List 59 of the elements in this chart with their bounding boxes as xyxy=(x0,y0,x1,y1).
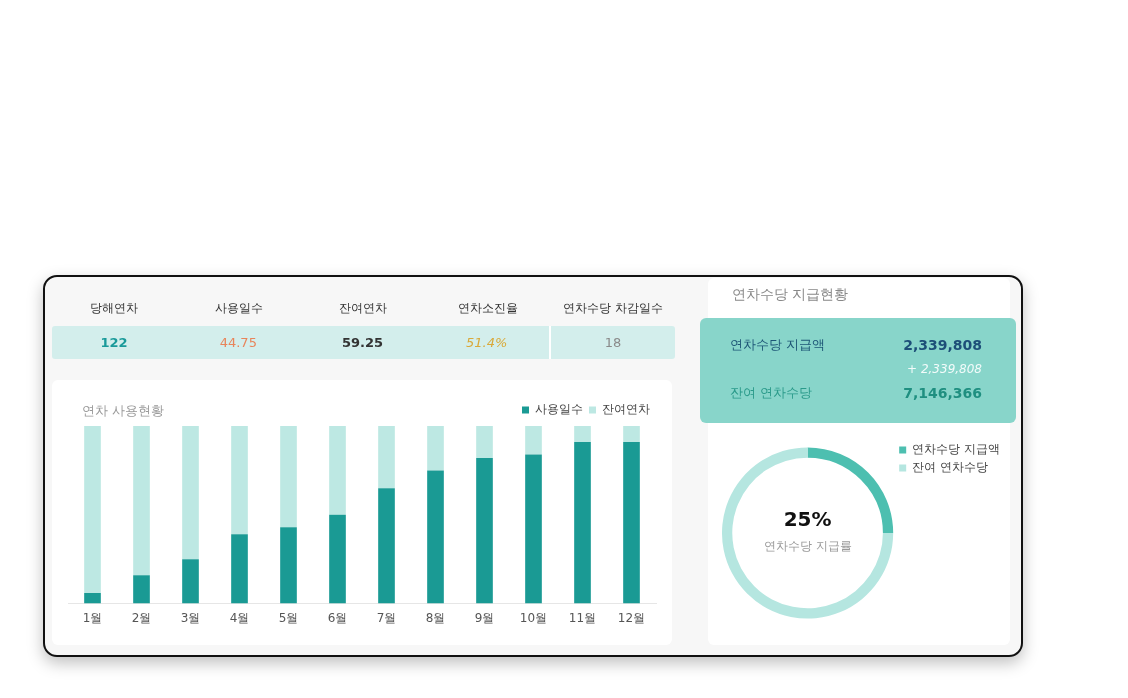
text: 122 xyxy=(100,335,128,350)
bar xyxy=(231,534,248,604)
text: 44.75 xyxy=(219,335,257,350)
category-label: 연차소진율 xyxy=(457,299,520,317)
legend-label: 연차수당 지급액 xyxy=(912,442,1001,457)
category-label: 사용일수 xyxy=(213,299,264,317)
text: + 2,339,808 xyxy=(907,362,982,376)
text: 2,339,808 xyxy=(903,337,982,353)
text: 18 xyxy=(604,335,622,350)
text: 59.25 xyxy=(341,335,384,350)
text: 25% xyxy=(783,507,832,532)
bar xyxy=(574,441,591,604)
bar xyxy=(231,426,248,535)
bar xyxy=(182,426,199,560)
legend-label: 잔여 연차수당 xyxy=(912,460,989,475)
bar xyxy=(574,426,591,442)
text: 연차수당 지급현황 xyxy=(732,286,849,304)
text: 51.4% xyxy=(466,335,508,350)
bar xyxy=(329,514,346,604)
bar xyxy=(476,426,493,458)
bar xyxy=(84,426,101,593)
bar xyxy=(84,592,101,604)
bar xyxy=(623,441,640,604)
bar xyxy=(525,426,542,455)
text: 7,146,366 xyxy=(903,385,982,401)
x-tick-label: 11월 xyxy=(568,610,597,625)
x-tick-label: 3월 xyxy=(180,610,201,625)
bar xyxy=(133,426,150,576)
bar xyxy=(378,488,395,604)
x-tick-label: 10월 xyxy=(519,610,548,625)
category-label: 당해연차 xyxy=(89,299,140,317)
category-label: 연차수당 지급액 xyxy=(730,336,826,354)
legend-label: 사용일수 xyxy=(535,402,583,417)
x-tick-label: 4월 xyxy=(229,610,250,625)
bar xyxy=(525,454,542,604)
bar xyxy=(427,426,444,471)
x-tick-label: 12월 xyxy=(617,610,646,625)
bar xyxy=(378,426,395,489)
x-tick-label: 1월 xyxy=(82,610,103,625)
x-tick-label: 7월 xyxy=(376,610,397,625)
category-label: 잔여연차 xyxy=(338,299,389,317)
text: 연차수당 지급률 xyxy=(763,539,852,554)
chart-title: 연차 사용현황 xyxy=(82,402,165,420)
bar xyxy=(133,575,150,604)
x-tick-label: 5월 xyxy=(278,610,299,625)
bar xyxy=(182,559,199,604)
bar xyxy=(280,527,297,604)
category-label: 연차수당 차감일수 xyxy=(561,299,664,317)
x-tick-label: 9월 xyxy=(474,610,495,625)
bar xyxy=(280,426,297,528)
x-tick-label: 8월 xyxy=(425,610,446,625)
legend-label: 잔여연차 xyxy=(602,402,650,417)
x-tick-label: 2월 xyxy=(131,610,152,625)
bar xyxy=(427,470,444,604)
x-tick-label: 6월 xyxy=(327,610,348,625)
bar xyxy=(329,426,346,515)
bar xyxy=(623,426,640,442)
category-label: 잔여 연차수당 xyxy=(730,384,813,402)
bar xyxy=(476,457,493,604)
